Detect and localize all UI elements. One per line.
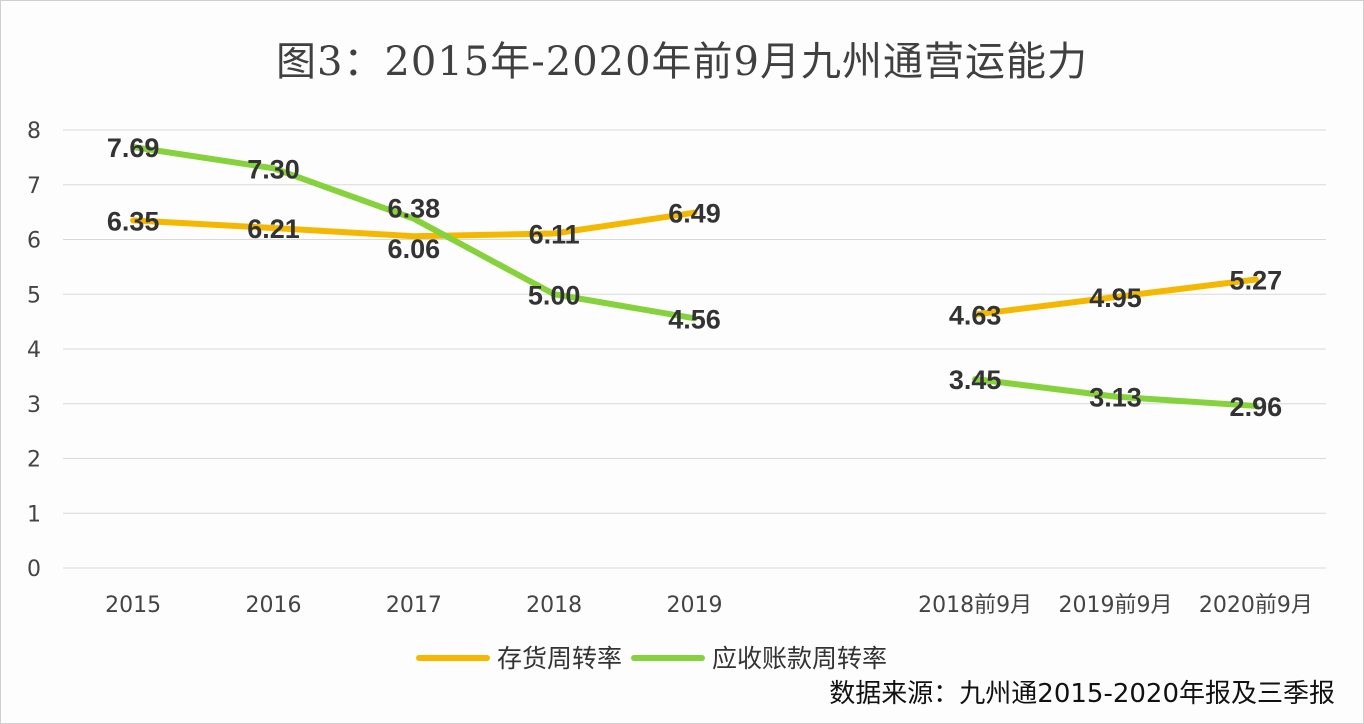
series-line-inventory <box>972 276 1259 318</box>
data-label: 6.49 <box>668 199 721 229</box>
x-tick-label: 2020前9月 <box>1199 593 1313 618</box>
x-tick-label: 2018前9月 <box>918 593 1032 618</box>
series-line-receivables <box>130 143 698 322</box>
y-tick-label: 7 <box>27 174 41 199</box>
data-label: 5.00 <box>528 280 581 310</box>
x-tick-label: 2017 <box>386 593 442 618</box>
data-label: 6.11 <box>529 219 580 249</box>
data-label: 7.69 <box>107 133 160 163</box>
data-label: 6.21 <box>247 214 300 244</box>
data-label: 4.56 <box>668 304 721 334</box>
y-tick-label: 4 <box>27 338 41 363</box>
data-label: 6.06 <box>388 234 441 264</box>
x-tick-label: 2015 <box>105 593 161 618</box>
y-tick-label: 8 <box>27 119 41 144</box>
chart-title: 图3：2015年-2020年前9月九州通营运能力 <box>275 39 1088 85</box>
x-tick-label: 2019前9月 <box>1059 593 1173 618</box>
x-tick-label: 2016 <box>246 593 302 618</box>
legend-label: 应收账款周转率 <box>712 644 887 673</box>
y-tick-label: 3 <box>27 393 41 418</box>
x-tick-label: 2018 <box>526 593 582 618</box>
data-label: 4.95 <box>1089 283 1142 313</box>
data-label: 3.13 <box>1089 383 1142 413</box>
data-label: 6.35 <box>107 206 160 236</box>
y-tick-label: 5 <box>27 283 41 308</box>
series-line-inventory <box>130 209 698 240</box>
y-tick-label: 0 <box>27 557 41 582</box>
data-label: 7.30 <box>247 154 300 184</box>
data-label: 4.63 <box>949 301 1002 331</box>
y-tick-label: 2 <box>27 448 41 473</box>
y-tick-label: 1 <box>27 502 41 527</box>
data-label: 2.96 <box>1230 392 1283 422</box>
data-label: 3.45 <box>949 365 1002 395</box>
y-tick-label: 6 <box>27 229 41 254</box>
series-line-receivables <box>972 376 1259 409</box>
x-tick-label: 2019 <box>667 593 723 618</box>
data-label: 6.38 <box>388 194 441 224</box>
data-label: 5.27 <box>1230 265 1283 295</box>
legend-label: 存货周转率 <box>497 644 622 673</box>
data-source-note: 数据来源：九州通2015-2020年报及三季报 <box>829 679 1335 709</box>
